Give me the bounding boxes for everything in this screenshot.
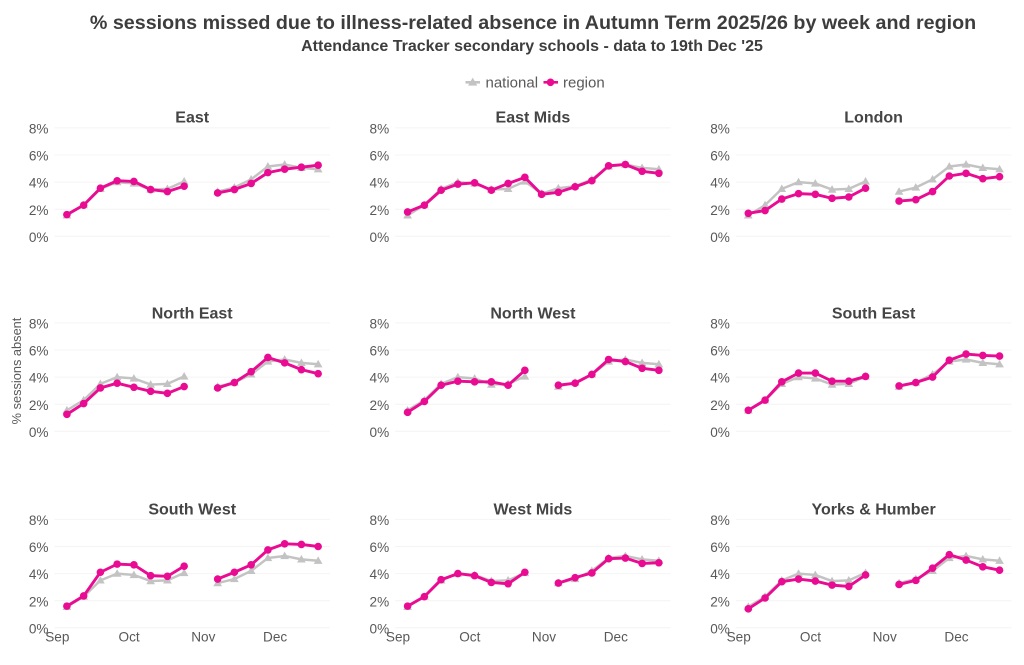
svg-text:4%: 4% xyxy=(29,371,49,386)
svg-text:Nov: Nov xyxy=(191,630,215,645)
svg-text:6%: 6% xyxy=(29,149,49,164)
svg-text:8%: 8% xyxy=(29,317,49,332)
svg-text:Yorks & Humber: Yorks & Humber xyxy=(812,502,936,519)
svg-text:0%: 0% xyxy=(370,425,390,440)
svg-text:8%: 8% xyxy=(370,122,390,137)
svg-text:8%: 8% xyxy=(29,122,49,137)
svg-text:Sep: Sep xyxy=(45,630,69,645)
svg-text:0%: 0% xyxy=(370,230,390,245)
svg-text:0%: 0% xyxy=(29,425,49,440)
svg-text:Oct: Oct xyxy=(800,630,821,645)
svg-text:4%: 4% xyxy=(710,176,730,191)
svg-text:6%: 6% xyxy=(29,344,49,359)
svg-text:8%: 8% xyxy=(710,513,730,528)
svg-text:6%: 6% xyxy=(370,344,390,359)
svg-text:4%: 4% xyxy=(710,371,730,386)
svg-text:6%: 6% xyxy=(370,149,390,164)
svg-text:East: East xyxy=(175,110,209,127)
svg-text:national: national xyxy=(486,74,539,91)
svg-text:Nov: Nov xyxy=(873,630,897,645)
svg-text:2%: 2% xyxy=(29,398,49,413)
svg-text:0%: 0% xyxy=(29,621,49,636)
svg-text:Dec: Dec xyxy=(263,630,287,645)
svg-text:Sep: Sep xyxy=(386,630,410,645)
svg-text:8%: 8% xyxy=(710,317,730,332)
svg-text:% sessions absent: % sessions absent xyxy=(9,317,24,424)
svg-text:2%: 2% xyxy=(29,203,49,218)
svg-text:North East: North East xyxy=(152,306,234,323)
svg-text:4%: 4% xyxy=(370,567,390,582)
svg-text:6%: 6% xyxy=(710,149,730,164)
svg-text:8%: 8% xyxy=(370,317,390,332)
svg-text:South East: South East xyxy=(832,306,916,323)
svg-text:2%: 2% xyxy=(370,398,390,413)
svg-text:4%: 4% xyxy=(370,176,390,191)
svg-text:6%: 6% xyxy=(710,540,730,555)
svg-text:West Mids: West Mids xyxy=(493,502,572,519)
svg-text:2%: 2% xyxy=(710,203,730,218)
svg-text:8%: 8% xyxy=(710,122,730,137)
svg-text:Sep: Sep xyxy=(727,630,751,645)
svg-text:6%: 6% xyxy=(710,344,730,359)
svg-text:0%: 0% xyxy=(370,621,390,636)
svg-text:4%: 4% xyxy=(370,371,390,386)
svg-text:0%: 0% xyxy=(29,230,49,245)
svg-text:% sessions missed due to illne: % sessions missed due to illness-related… xyxy=(90,12,976,34)
svg-text:East Mids: East Mids xyxy=(496,110,571,127)
svg-text:South West: South West xyxy=(148,502,236,519)
svg-text:0%: 0% xyxy=(710,621,730,636)
svg-text:London: London xyxy=(844,110,903,127)
svg-text:4%: 4% xyxy=(29,176,49,191)
svg-text:region: region xyxy=(563,74,605,91)
svg-text:4%: 4% xyxy=(29,567,49,582)
svg-text:2%: 2% xyxy=(370,203,390,218)
svg-text:2%: 2% xyxy=(370,594,390,609)
svg-text:2%: 2% xyxy=(710,594,730,609)
svg-text:8%: 8% xyxy=(29,513,49,528)
svg-text:Dec: Dec xyxy=(604,630,628,645)
svg-text:North West: North West xyxy=(490,306,576,323)
svg-text:Attendance Tracker secondary s: Attendance Tracker secondary schools - d… xyxy=(301,38,763,55)
svg-text:6%: 6% xyxy=(29,540,49,555)
svg-text:0%: 0% xyxy=(710,425,730,440)
svg-text:2%: 2% xyxy=(710,398,730,413)
svg-text:Nov: Nov xyxy=(532,630,556,645)
svg-text:0%: 0% xyxy=(710,230,730,245)
svg-text:6%: 6% xyxy=(370,540,390,555)
svg-text:Oct: Oct xyxy=(459,630,480,645)
svg-text:Dec: Dec xyxy=(944,630,968,645)
svg-text:2%: 2% xyxy=(29,594,49,609)
svg-text:4%: 4% xyxy=(710,567,730,582)
svg-text:8%: 8% xyxy=(370,513,390,528)
svg-text:Oct: Oct xyxy=(119,630,140,645)
